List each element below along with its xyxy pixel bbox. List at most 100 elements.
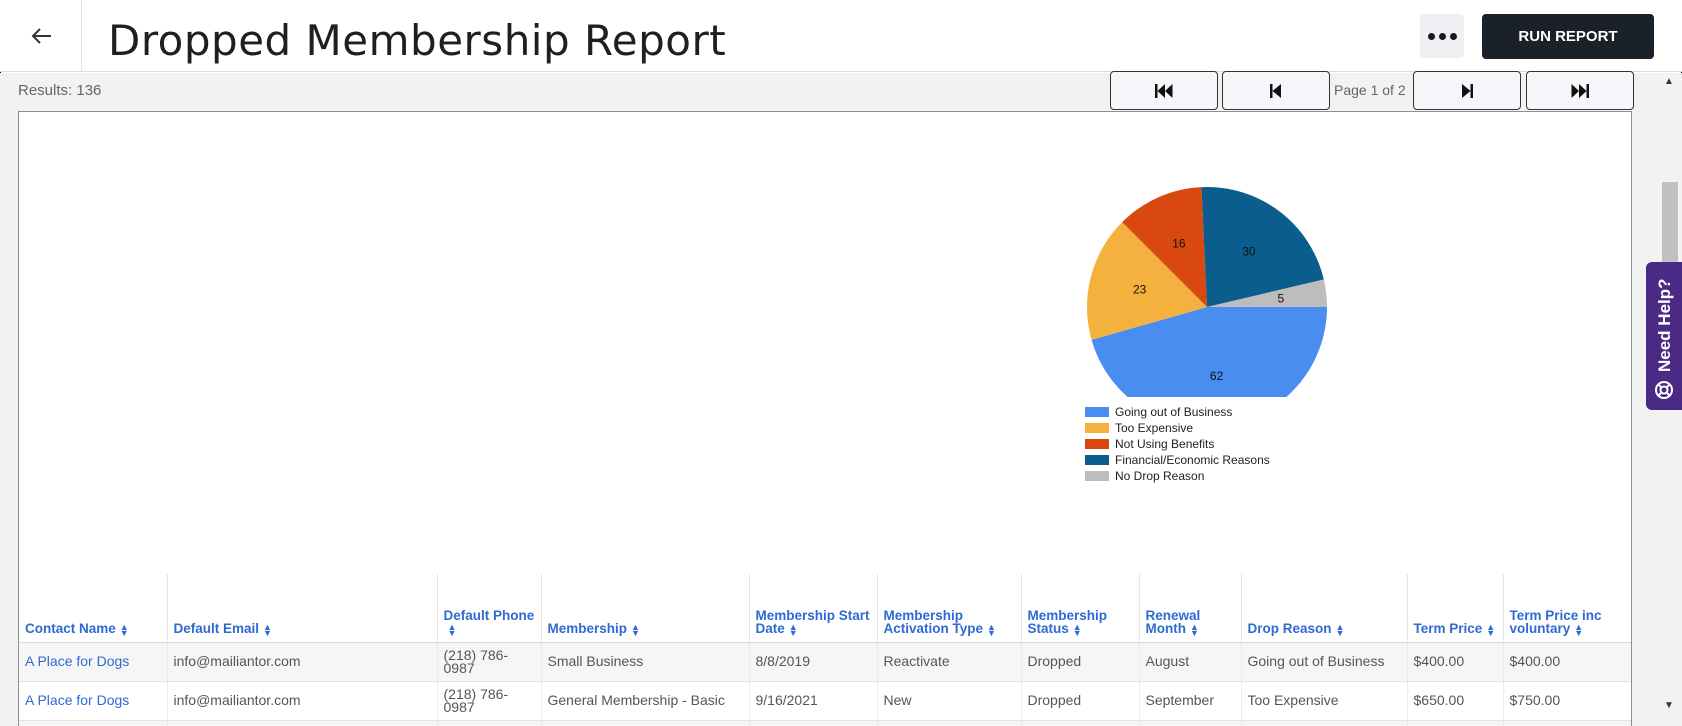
table-cell: $0.00 — [1407, 720, 1504, 726]
table-cell: $0.00 — [1503, 720, 1631, 726]
table-cell: General Membership - Basic — [541, 681, 750, 721]
column-header-label: Membership Activation Type — [883, 608, 984, 637]
table-cell: 2/2/2022 — [749, 720, 878, 726]
need-help-tab[interactable]: Need Help? — [1646, 262, 1682, 410]
legend-label: Not Using Benefits — [1115, 437, 1215, 451]
sort-icon[interactable]: ▲ ▼ — [631, 621, 640, 638]
table-cell: Reactivate — [877, 642, 1022, 682]
lifebuoy-icon — [1655, 381, 1673, 399]
legend-label: Too Expensive — [1115, 421, 1194, 435]
column-header[interactable]: Drop Reason ▲ ▼ — [1241, 574, 1408, 643]
legend-item: Going out of Business — [1085, 404, 1270, 420]
column-header-label: Default Email — [173, 621, 260, 637]
step-back-icon — [1270, 83, 1281, 98]
contact-name-link[interactable]: A Place for Dogs — [19, 642, 168, 682]
table-cell: Renewal — [877, 720, 1022, 726]
table-row[interactable]: Acons Mortgage Co Platinum Membership - 1… — [19, 720, 1631, 726]
scroll-up-icon[interactable]: ▲ — [1664, 76, 1674, 87]
column-header[interactable]: Renewal Month ▲ ▼ — [1139, 574, 1242, 643]
sort-icon[interactable]: ▲ ▼ — [1189, 621, 1199, 638]
arrow-left-icon — [31, 28, 51, 44]
column-header-label: Drop Reason — [1247, 621, 1332, 637]
need-help-label: Need Help? — [1655, 278, 1674, 372]
pie-data-label: 5 — [1278, 291, 1285, 305]
table-cell: September — [1139, 681, 1242, 721]
contact-name-link[interactable]: Acons Mortgage Co — [19, 720, 168, 726]
more-dot-icon — [1449, 32, 1457, 40]
column-header-label: Renewal Month — [1145, 608, 1201, 637]
sort-icon[interactable]: ▲ ▼ — [1574, 621, 1584, 638]
page-title: Dropped Membership Report — [108, 16, 727, 65]
column-header[interactable]: Membership ▲ ▼ — [541, 574, 750, 643]
legend-swatch — [1085, 471, 1109, 481]
first-page-button[interactable] — [1110, 71, 1218, 110]
more-options-button[interactable] — [1420, 14, 1464, 58]
results-count: Results: 136 — [18, 82, 102, 99]
table-cell: $400.00 — [1407, 642, 1504, 682]
previous-page-button[interactable] — [1222, 71, 1330, 110]
skip-last-icon — [1571, 83, 1589, 98]
pie-slice-too-expensive — [1087, 222, 1207, 340]
chart-legend: Going out of Business Too Expensive Not Us… — [1085, 404, 1270, 484]
table-cell: Too Expensive — [1241, 681, 1408, 721]
pie-data-label: 23 — [1133, 283, 1147, 297]
sort-icon[interactable]: ▲ ▼ — [447, 621, 457, 638]
column-header[interactable]: Term Price inc voluntary ▲ ▼ — [1503, 574, 1631, 643]
legend-label: No Drop Reason — [1115, 469, 1205, 483]
column-header[interactable]: Contact Name ▲ ▼ — [19, 574, 168, 643]
pie-slice-financial-economic-reasons — [1201, 187, 1324, 307]
table-cell — [437, 720, 542, 726]
pie-data-label: 16 — [1172, 236, 1186, 250]
table-cell: (218) 786-0987 — [437, 681, 542, 721]
legend-swatch — [1085, 407, 1109, 417]
table-cell: Not Using Benefits — [1241, 720, 1408, 726]
scroll-down-icon[interactable]: ▼ — [1664, 700, 1674, 711]
column-header-label: Membership Start Date — [755, 608, 870, 637]
next-page-button[interactable] — [1413, 71, 1521, 110]
column-header[interactable]: Membership Activation Type ▲ ▼ — [877, 574, 1022, 643]
pie-chart: 62 23 16 30 5 — [1087, 187, 1327, 404]
column-header[interactable]: Default Phone▲ ▼ — [437, 574, 542, 643]
table-cell: Going out of Business — [1241, 642, 1408, 682]
table-cell: info@mailiantor.com — [167, 681, 438, 721]
contact-name-link[interactable]: A Place for Dogs — [19, 681, 168, 721]
table-cell: 9/16/2021 — [749, 681, 878, 721]
sort-icon[interactable]: ▲ ▼ — [1335, 621, 1345, 638]
sort-icon[interactable]: ▲ ▼ — [119, 621, 129, 638]
sort-icon[interactable]: ▲ ▼ — [1486, 621, 1496, 638]
table-cell: New — [877, 681, 1022, 721]
back-button[interactable] — [0, 0, 82, 72]
table-cell: info@mailiantor.com — [167, 642, 438, 682]
table-row[interactable]: A Place for Dogs info@mailiantor.com (218)… — [19, 642, 1631, 682]
legend-item: Too Expensive — [1085, 420, 1270, 436]
legend-swatch — [1085, 455, 1109, 465]
table-row[interactable]: A Place for Dogs info@mailiantor.com (218)… — [19, 681, 1631, 721]
column-header[interactable]: Membership Status ▲ ▼ — [1021, 574, 1140, 643]
table-header-row: Contact Name ▲ ▼ Default Email ▲ ▼ Default Pho… — [19, 574, 1631, 643]
column-header[interactable]: Term Price ▲ ▼ — [1407, 574, 1504, 643]
table-cell: $650.00 — [1407, 681, 1504, 721]
pie-slice-going-out-of-business — [1091, 307, 1327, 404]
sort-icon[interactable]: ▲ ▼ — [987, 621, 996, 638]
run-report-button[interactable]: RUN REPORT — [1482, 14, 1654, 59]
column-header[interactable]: Membership Start Date ▲ ▼ — [749, 574, 878, 643]
last-page-button[interactable] — [1526, 71, 1634, 110]
table-cell: Dropped — [1021, 642, 1140, 682]
table-cell: January — [1139, 720, 1242, 726]
column-header-label: Membership Status — [1027, 608, 1108, 637]
report-panel: 62 23 16 30 5 Going out of Business Too Expen… — [18, 111, 1632, 726]
column-header-label: Term Price inc voluntary — [1509, 608, 1602, 637]
table-cell: August — [1139, 642, 1242, 682]
pie-slice-not-using-benefits — [1122, 187, 1207, 307]
legend-item: Not Using Benefits — [1085, 436, 1270, 452]
report-table: Contact Name ▲ ▼ Default Email ▲ ▼ Default Pho… — [19, 574, 1631, 726]
legend-item: No Drop Reason — [1085, 468, 1270, 484]
table-cell: Platinum Membership - 1 - 5 Employees — [541, 720, 750, 726]
sort-icon[interactable]: ▲ ▼ — [788, 621, 798, 638]
column-header[interactable]: Default Email ▲ ▼ — [167, 574, 438, 643]
pie-slice-no-drop-reason — [1207, 279, 1327, 307]
step-forward-icon — [1462, 83, 1473, 98]
legend-label: Financial/Economic Reasons — [1115, 453, 1270, 467]
sort-icon[interactable]: ▲ ▼ — [1072, 621, 1082, 638]
sort-icon[interactable]: ▲ ▼ — [263, 621, 272, 638]
